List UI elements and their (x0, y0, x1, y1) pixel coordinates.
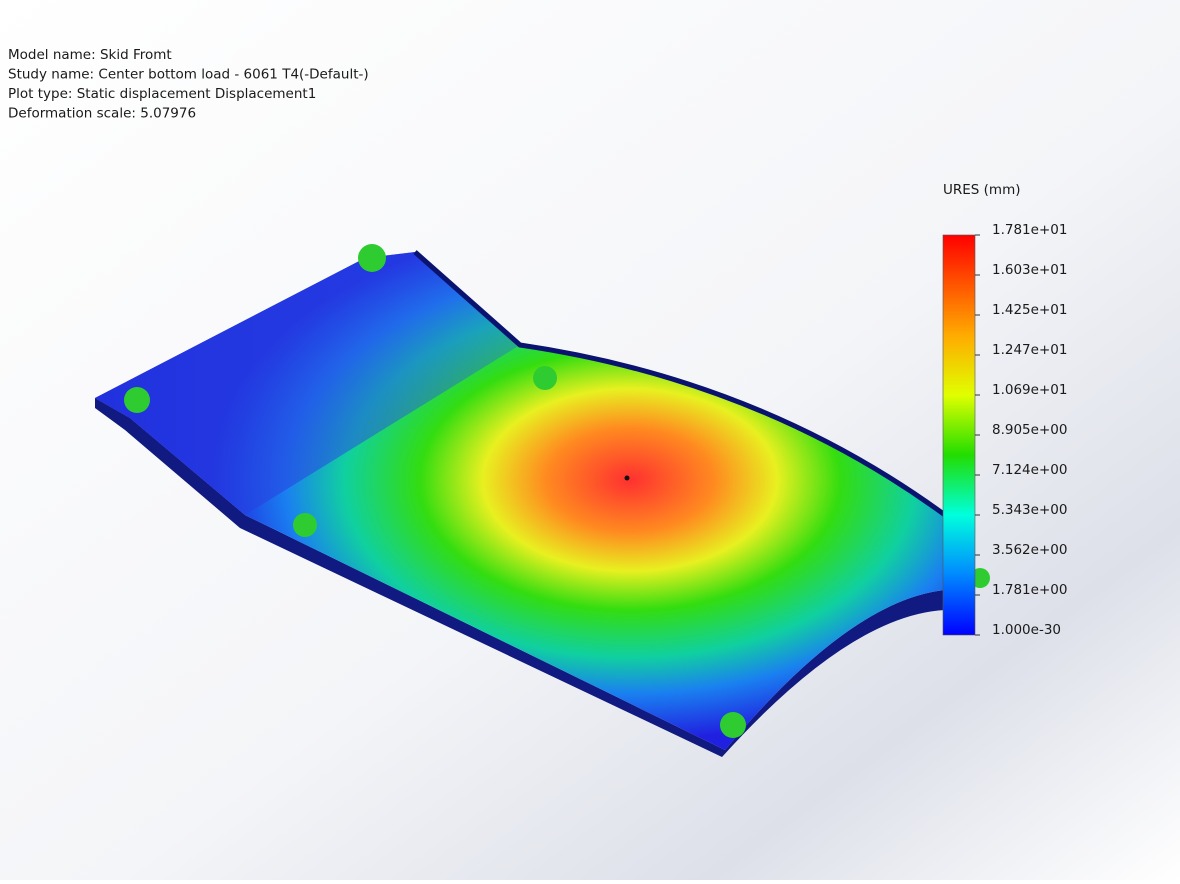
legend-label: 5.343e+00 (992, 502, 1067, 518)
legend-label: 1.069e+01 (992, 382, 1067, 398)
legend-label: 8.905e+00 (992, 422, 1067, 438)
legend-title: URES (mm) (943, 182, 1021, 198)
plate-flange (95, 252, 520, 515)
legend-label: 1.603e+01 (992, 262, 1067, 278)
legend-label: 1.781e+01 (992, 222, 1067, 238)
info-line: Model name: Skid Fromt (8, 47, 172, 63)
fixtures (124, 244, 990, 738)
legend-label: 3.562e+00 (992, 542, 1067, 558)
model (95, 244, 990, 757)
legend-label: 1.425e+01 (992, 302, 1067, 318)
legend-label: 1.247e+01 (992, 342, 1067, 358)
legend: URES (mm) 1.781e+01 1.603e+01 1.425e+01 1.2… (942, 182, 1067, 638)
info-line: Study name: Center bottom load - 6061 T4… (8, 67, 369, 83)
legend-label: 7.124e+00 (992, 462, 1067, 478)
probe-point (624, 475, 630, 481)
legend-label: 1.000e-30 (992, 622, 1061, 638)
color-bar (942, 234, 976, 636)
info-line: Plot type: Static displacement Displacem… (8, 86, 316, 102)
plate-rim (413, 250, 947, 518)
legend-label: 1.781e+00 (992, 582, 1067, 598)
info-line: Deformation scale: 5.07976 (8, 106, 196, 122)
info-block: Model name: Skid Fromt Study name: Center… (8, 47, 369, 122)
